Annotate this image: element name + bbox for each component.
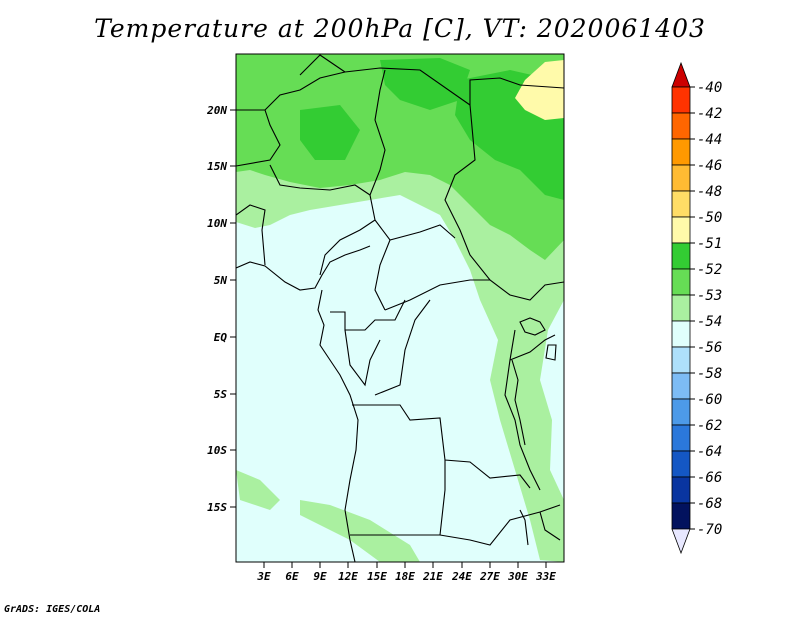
lat-label: 5S [214,388,228,401]
colorbar-label: -54 [697,314,722,330]
lon-label: 33E [535,570,556,583]
colorbar-label: -68 [697,496,722,512]
colorbar-segment [671,190,691,218]
colorbar-top-arrow [671,61,691,88]
colorbar-segment [671,86,691,114]
colorbar-segment [671,450,691,478]
colorbar-label: -50 [697,210,722,226]
lon-label: 27E [479,570,500,583]
lon-label: 3E [256,570,271,583]
colorbar-segment [671,216,691,244]
colorbar-bottom-arrow [671,528,691,555]
colorbar-segment [671,268,691,296]
colorbar-label: -51 [697,236,722,252]
colorbar-label: -44 [697,132,722,148]
lon-label: 30E [507,570,528,583]
colorbar-label: -60 [697,392,722,408]
colorbar-label: -48 [697,184,722,200]
colorbar-label: -53 [697,288,722,304]
chart-title: Temperature at 200hPa [C], VT: 202006140… [94,14,706,43]
colorbar-segment [671,346,691,374]
colorbar-label: -46 [697,158,722,174]
colorbar-label: -58 [697,366,722,382]
colorbar-label: -66 [697,470,722,486]
colorbar-label: -62 [697,418,722,434]
lon-label: 15E [367,570,387,583]
colorbar-label: -64 [697,444,722,460]
colorbar-label: -40 [697,80,722,96]
lon-axis: 3E 6E 9E 12E 15E 18E 21E 24E 27E 30E 33E [256,562,556,583]
colorbar-segment [671,138,691,166]
colorbar: -40 -42 -44 -46 -48 -50 -51 -52 -53 -54 -56 -58 -60 -… [671,61,722,555]
colorbar-segment [671,476,691,504]
lat-label: 15S [207,501,227,514]
lat-label: 10N [207,217,227,230]
lat-label: EQ [214,331,228,344]
colorbar-segment [671,398,691,426]
map-frame [235,53,565,563]
colorbar-segment [671,294,691,322]
lat-label: 10S [207,444,227,457]
colorbar-label: -56 [697,340,722,356]
colorbar-segment [671,502,691,530]
colorbar-segment [671,112,691,140]
lat-label: 20N [206,104,227,117]
colorbar-segment [671,242,691,270]
lon-label: 12E [338,570,358,583]
credit-text: GrADS: IGES/COLA [4,604,101,615]
lon-label: 18E [395,570,415,583]
colorbar-label: -42 [697,106,722,122]
colorbar-label: -52 [697,262,722,278]
colorbar-segment [671,372,691,400]
colorbar-segment [671,320,691,348]
temperature-field [236,54,564,562]
colorbar-label: -70 [697,522,722,538]
colorbar-segment [671,424,691,452]
lat-label: 5N [214,274,228,287]
lat-axis: 20N 15N 10N 5N EQ 5S 10S 15S [206,104,236,514]
lon-label: 21E [422,570,443,583]
lon-label: 9E [313,570,327,583]
lon-label: 24E [451,570,472,583]
lat-label: 15N [207,160,227,173]
borders [236,54,564,562]
lon-label: 6E [285,570,299,583]
colorbar-segment [671,164,691,192]
